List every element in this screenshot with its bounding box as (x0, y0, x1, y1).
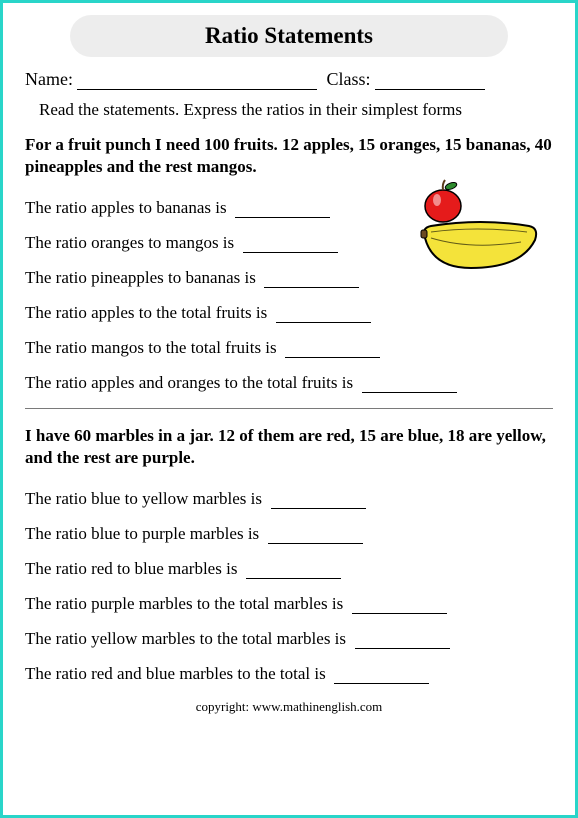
answer-blank[interactable] (243, 252, 338, 253)
instructions-text: Read the statements. Express the ratios … (39, 100, 553, 120)
answer-blank[interactable] (268, 543, 363, 544)
answer-blank[interactable] (264, 287, 359, 288)
answer-blank[interactable] (334, 683, 429, 684)
answer-blank[interactable] (352, 613, 447, 614)
answer-blank[interactable] (235, 217, 330, 218)
name-label: Name: (25, 69, 73, 89)
answer-blank[interactable] (271, 508, 366, 509)
s2-stmt-3: The ratio purple marbles to the total ma… (25, 594, 553, 614)
class-blank[interactable] (375, 89, 485, 90)
name-blank[interactable] (77, 89, 317, 90)
answer-blank[interactable] (362, 392, 457, 393)
s2-stmt-0: The ratio blue to yellow marbles is (25, 489, 553, 509)
worksheet-title: Ratio Statements (70, 15, 508, 57)
fruit-illustration (401, 178, 541, 273)
section-divider (25, 408, 553, 409)
s2-stmt-4: The ratio yellow marbles to the total ma… (25, 629, 553, 649)
s1-stmt-3: The ratio apples to the total fruits is (25, 303, 553, 323)
s1-stmt-5: The ratio apples and oranges to the tota… (25, 373, 553, 393)
section1-intro: For a fruit punch I need 100 fruits. 12 … (25, 134, 553, 178)
s2-stmt-5: The ratio red and blue marbles to the to… (25, 664, 553, 684)
s2-stmt-2: The ratio red to blue marbles is (25, 559, 553, 579)
answer-blank[interactable] (355, 648, 450, 649)
s1-stmt-4: The ratio mangos to the total fruits is (25, 338, 553, 358)
section2-intro: I have 60 marbles in a jar. 12 of them a… (25, 425, 553, 469)
s2-stmt-1: The ratio blue to purple marbles is (25, 524, 553, 544)
answer-blank[interactable] (285, 357, 380, 358)
answer-blank[interactable] (246, 578, 341, 579)
copyright-text: copyright: www.mathinenglish.com (25, 699, 553, 715)
answer-blank[interactable] (276, 322, 371, 323)
name-class-row: Name: Class: (25, 69, 553, 90)
class-label: Class: (326, 69, 370, 89)
